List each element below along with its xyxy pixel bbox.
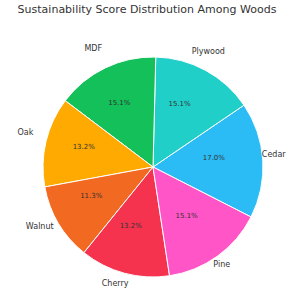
svg-text:15.1%: 15.1% xyxy=(108,99,131,107)
svg-text:15.1%: 15.1% xyxy=(168,100,191,108)
svg-text:13.2%: 13.2% xyxy=(120,222,143,230)
svg-text:Cherry: Cherry xyxy=(102,279,129,288)
svg-text:17.0%: 17.0% xyxy=(203,154,226,162)
svg-text:Plywood: Plywood xyxy=(192,47,225,56)
svg-text:15.1%: 15.1% xyxy=(176,212,199,220)
svg-text:Oak: Oak xyxy=(17,128,33,137)
svg-text:Cedar: Cedar xyxy=(262,150,286,159)
svg-text:13.2%: 13.2% xyxy=(73,143,96,151)
html-text:Sustainability Score Distribut: Sustainability Score Distribution Among … xyxy=(17,3,277,16)
svg-text:11.3%: 11.3% xyxy=(80,192,103,200)
svg-text:Pine: Pine xyxy=(213,260,230,269)
svg-text:Walnut: Walnut xyxy=(26,222,54,231)
svg-text:MDF: MDF xyxy=(84,44,102,53)
